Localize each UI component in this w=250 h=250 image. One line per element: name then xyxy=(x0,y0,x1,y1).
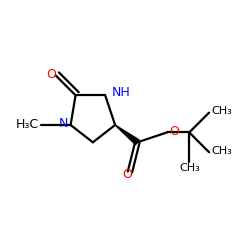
Text: H₃C: H₃C xyxy=(15,118,38,132)
Text: O: O xyxy=(170,125,179,138)
Text: CH₃: CH₃ xyxy=(212,146,232,156)
Text: O: O xyxy=(46,68,56,81)
Polygon shape xyxy=(115,125,139,145)
Text: CH₃: CH₃ xyxy=(179,163,200,173)
Text: O: O xyxy=(122,168,132,181)
Text: N: N xyxy=(59,117,68,130)
Text: NH: NH xyxy=(112,86,130,99)
Text: CH₃: CH₃ xyxy=(212,106,232,117)
